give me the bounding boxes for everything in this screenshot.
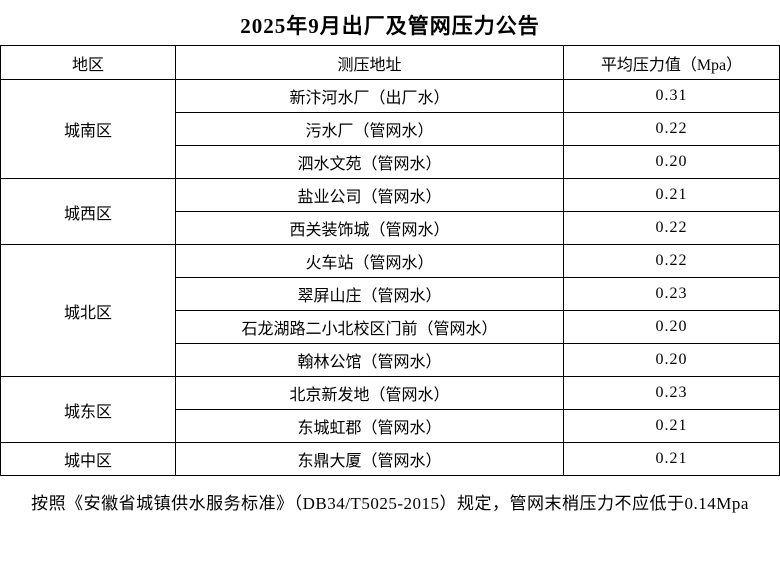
region-cell: 城北区 — [0, 244, 176, 377]
table-row: 城西区 盐业公司（管网水） 0.21 — [0, 178, 780, 245]
table-header: 地区 测压地址 平均压力值（Mpa） — [0, 45, 780, 80]
address-cell: 石龙湖路二小北校区门前（管网水） — [175, 310, 564, 344]
address-cell: 盐业公司（管网水） — [175, 178, 564, 212]
address-cell: 翠屏山庄（管网水） — [175, 277, 564, 311]
table-row: 城东区 北京新发地（管网水） 0.23 — [0, 376, 780, 443]
address-cell: 东鼎大厦（管网水） — [175, 442, 564, 476]
address-cell: 东城虹郡（管网水） — [175, 409, 564, 443]
region-cell: 城东区 — [0, 376, 176, 443]
header-row: 地区 测压地址 平均压力值（Mpa） — [0, 45, 780, 80]
address-cell: 泗水文苑（管网水） — [175, 145, 564, 179]
table-row: 西关装饰城（管网水） 0.22 — [1, 211, 780, 245]
table-row: 石龙湖路二小北校区门前（管网水） 0.20 — [1, 310, 780, 344]
value-cell: 0.20 — [563, 145, 780, 179]
value-cell: 0.20 — [563, 310, 780, 344]
region-cell: 城南区 — [0, 79, 176, 179]
region-cell: 城西区 — [0, 178, 176, 245]
address-cell: 翰林公馆（管网水） — [175, 343, 564, 377]
table-row: 东城虹郡（管网水） 0.21 — [1, 409, 780, 443]
value-cell: 0.21 — [563, 178, 780, 212]
value-cell: 0.31 — [563, 79, 780, 113]
table-row: 城中区 东鼎大厦（管网水） 0.21 — [0, 442, 780, 476]
table-row: 翰林公馆（管网水） 0.20 — [1, 343, 780, 377]
value-cell: 0.23 — [563, 277, 780, 311]
value-cell: 0.22 — [563, 244, 780, 278]
footer-note: 按照《安徽省城镇供水服务标准》（DB34/T5025-2015）规定，管网末梢压… — [31, 494, 749, 513]
column-header-address: 测压地址 — [175, 45, 564, 80]
value-cell: 0.20 — [563, 343, 780, 377]
table-row: 城南区 新汴河水厂（出厂水） 0.31 — [0, 79, 780, 179]
pressure-table: 地区 测压地址 平均压力值（Mpa） 城南区 新汴河水厂（出厂水） 0.31 污水厂（… — [0, 45, 780, 476]
value-cell: 0.21 — [563, 409, 780, 443]
address-cell: 火车站（管网水） — [175, 244, 564, 278]
value-cell: 0.21 — [563, 442, 780, 476]
address-cell: 北京新发地（管网水） — [175, 376, 564, 410]
page-title: 2025年9月出厂及管网压力公告 — [240, 14, 540, 38]
column-header-region: 地区 — [0, 45, 176, 80]
table-row: 污水厂（管网水） 0.22 — [1, 112, 780, 146]
address-cell: 污水厂（管网水） — [175, 112, 564, 146]
table-row: 泗水文苑（管网水） 0.20 — [1, 145, 780, 179]
address-cell: 西关装饰城（管网水） — [175, 211, 564, 245]
table-body: 城南区 新汴河水厂（出厂水） 0.31 污水厂（管网水） 0.22 泗水文苑（管网水） 0.… — [0, 79, 780, 476]
table-row: 翠屏山庄（管网水） 0.23 — [1, 277, 780, 311]
region-cell: 城中区 — [0, 442, 176, 476]
value-cell: 0.23 — [563, 376, 780, 410]
value-cell: 0.22 — [563, 112, 780, 146]
address-cell: 新汴河水厂（出厂水） — [175, 79, 564, 113]
table-row: 城北区 火车站（管网水） 0.22 — [0, 244, 780, 377]
column-header-value: 平均压力值（Mpa） — [563, 45, 780, 80]
value-cell: 0.22 — [563, 211, 780, 245]
